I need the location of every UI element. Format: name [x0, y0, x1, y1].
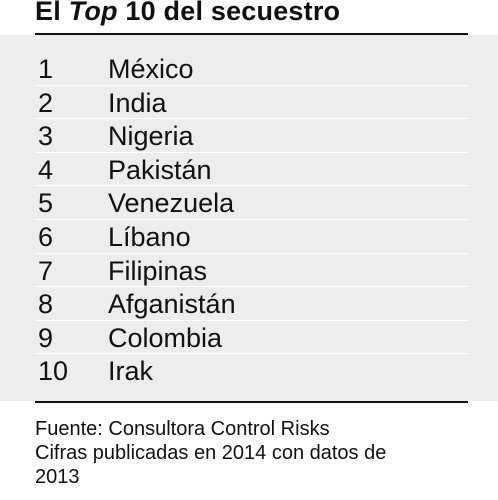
country-cell: Filipinas — [108, 255, 208, 286]
rank-cell: 9 — [38, 322, 54, 353]
table-row: 6 Líbano — [35, 220, 468, 254]
table-row: 2 India — [35, 86, 468, 120]
source-line-2: Cifras publicadas en 2014 con datos de — [35, 442, 387, 464]
country-cell: México — [108, 54, 194, 84]
source-line-1: Fuente: Consultora Control Risks — [35, 418, 330, 440]
title-part-1: El — [35, 0, 69, 26]
rank-cell: 10 — [38, 356, 69, 387]
country-cell: Líbano — [108, 222, 191, 252]
table-row: 3 Nigeria — [35, 119, 468, 153]
rank-cell: 5 — [38, 188, 54, 219]
country-cell: India — [108, 87, 167, 118]
table-row: 4 Pakistán — [35, 153, 468, 187]
country-cell: Venezuela — [108, 188, 235, 219]
table-row: 5 Venezuela — [35, 186, 468, 220]
table-row: 1 México — [35, 52, 468, 86]
title-part-3: 10 del secuestro — [117, 0, 341, 26]
table-row: 10 Irak — [35, 354, 468, 388]
title-part-2: Top — [68, 0, 118, 26]
country-cell: Pakistán — [108, 154, 212, 185]
rank-cell: 6 — [38, 222, 54, 252]
country-cell: Colombia — [108, 322, 223, 353]
country-cell: Nigeria — [108, 121, 194, 152]
table-row: 7 Filipinas — [35, 254, 468, 288]
source-line-3: 2013 — [35, 466, 80, 488]
rank-cell: 4 — [38, 154, 54, 185]
rank-cell: 1 — [38, 54, 54, 84]
rank-cell: 2 — [38, 87, 54, 118]
rank-cell: 3 — [38, 121, 54, 152]
table-row: 9 Colombia — [35, 321, 468, 355]
chart-title: El Top 10 del secuestro — [35, 0, 340, 28]
top-rule — [35, 33, 468, 35]
source-note: Fuente: Consultora Control Risks Cifras … — [35, 417, 475, 489]
rank-cell: 7 — [38, 255, 54, 286]
rank-cell: 8 — [38, 289, 54, 320]
ranking-table: 1 México 2 India 3 Nigeria 4 Pakistán 5 Venezuela… — [0, 35, 498, 401]
country-cell: Irak — [108, 356, 154, 387]
bottom-rule — [35, 401, 468, 403]
country-cell: Afganistán — [108, 289, 236, 320]
table-row: 8 Afganistán — [35, 287, 468, 321]
